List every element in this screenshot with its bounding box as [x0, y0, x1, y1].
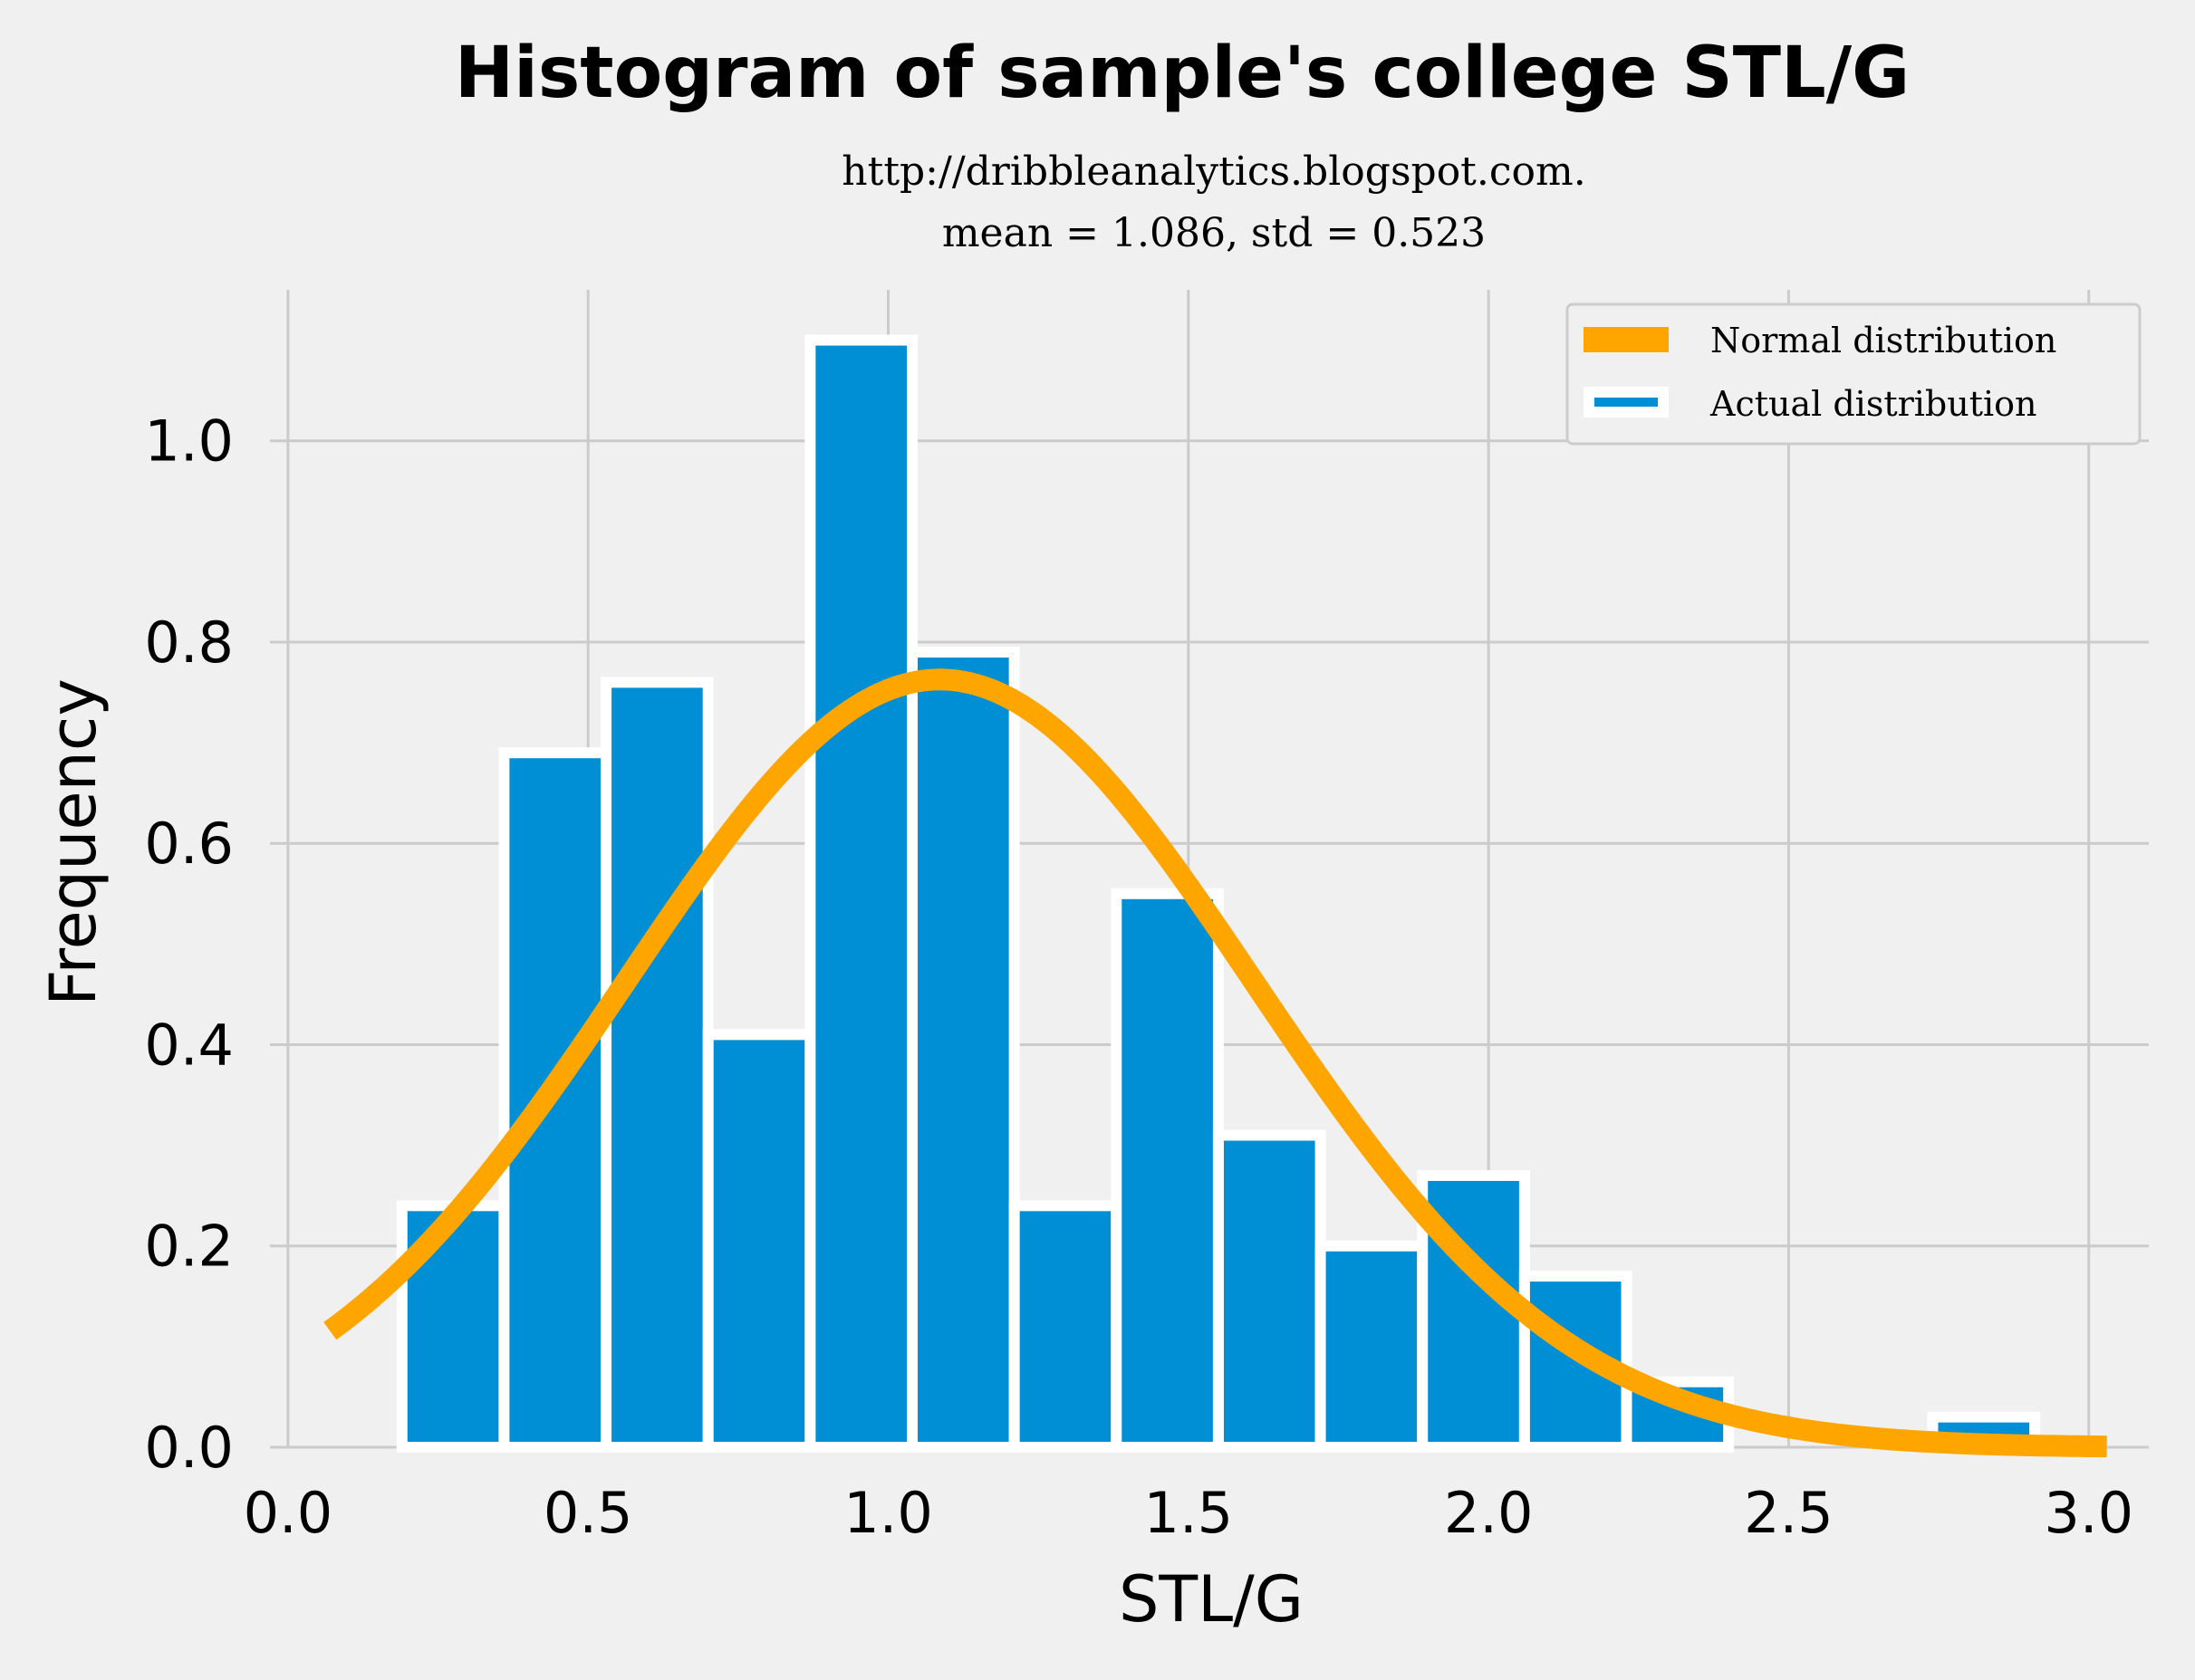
- x-tick-label-1: 0.5: [544, 1480, 633, 1546]
- y-tick-label-3: 0.6: [144, 811, 234, 877]
- histogram-bar-7: [1111, 888, 1224, 1453]
- x-tick-label-6: 3.0: [2044, 1480, 2133, 1546]
- histogram-bar-4: [804, 334, 919, 1454]
- histogram-bar-3: [702, 1029, 816, 1454]
- histogram-bar-5: [907, 647, 1020, 1453]
- x-tick-label-4: 2.0: [1444, 1480, 1534, 1546]
- x-tick-labels: 0.0 0.5 1.0 1.5 2.0 2.5 3.0: [244, 1480, 2133, 1546]
- y-tick-labels: 0.0 0.2 0.4 0.6 0.8 1.0: [144, 408, 234, 1481]
- legend: Normal distribution Actual distribution: [1565, 302, 2142, 446]
- chart-subtitle-source: http://dribbleanalytics.blogspot.com.: [842, 149, 1585, 195]
- x-tick-label-5: 2.5: [1744, 1480, 1834, 1546]
- histogram-bar-9: [1314, 1240, 1429, 1453]
- histogram-bar-6: [1008, 1200, 1122, 1454]
- y-axis-label: Frequency: [36, 678, 111, 1006]
- histogram-bar-2: [601, 677, 714, 1453]
- legend-box: [1565, 302, 2142, 446]
- legend-label-normal: Normal distribution: [1710, 321, 2056, 360]
- y-tick-label-0: 0.0: [144, 1415, 234, 1481]
- x-tick-label-2: 1.0: [843, 1480, 933, 1546]
- x-tick-label-0: 0.0: [244, 1480, 333, 1546]
- y-tick-label-1: 0.2: [144, 1214, 234, 1280]
- normal-distribution-curve: [323, 668, 2107, 1458]
- histogram-bars: [396, 334, 2041, 1454]
- histogram-bar-8: [1212, 1129, 1326, 1453]
- legend-swatch-normal: [1584, 327, 1669, 352]
- y-tick-label-2: 0.4: [144, 1012, 234, 1078]
- y-tick-label-5: 1.0: [144, 408, 234, 475]
- y-tick-label-4: 0.8: [144, 610, 234, 676]
- x-tick-label-3: 1.5: [1144, 1480, 1234, 1546]
- chart-subtitle-stats: mean = 1.086, std = 0.523: [942, 210, 1486, 256]
- x-axis-label: STL/G: [1119, 1562, 1304, 1637]
- legend-label-actual: Actual distribution: [1709, 384, 2037, 424]
- legend-swatch-actual: [1584, 387, 1669, 418]
- chart-title: Histogram of sample's college STL/G: [455, 33, 1910, 114]
